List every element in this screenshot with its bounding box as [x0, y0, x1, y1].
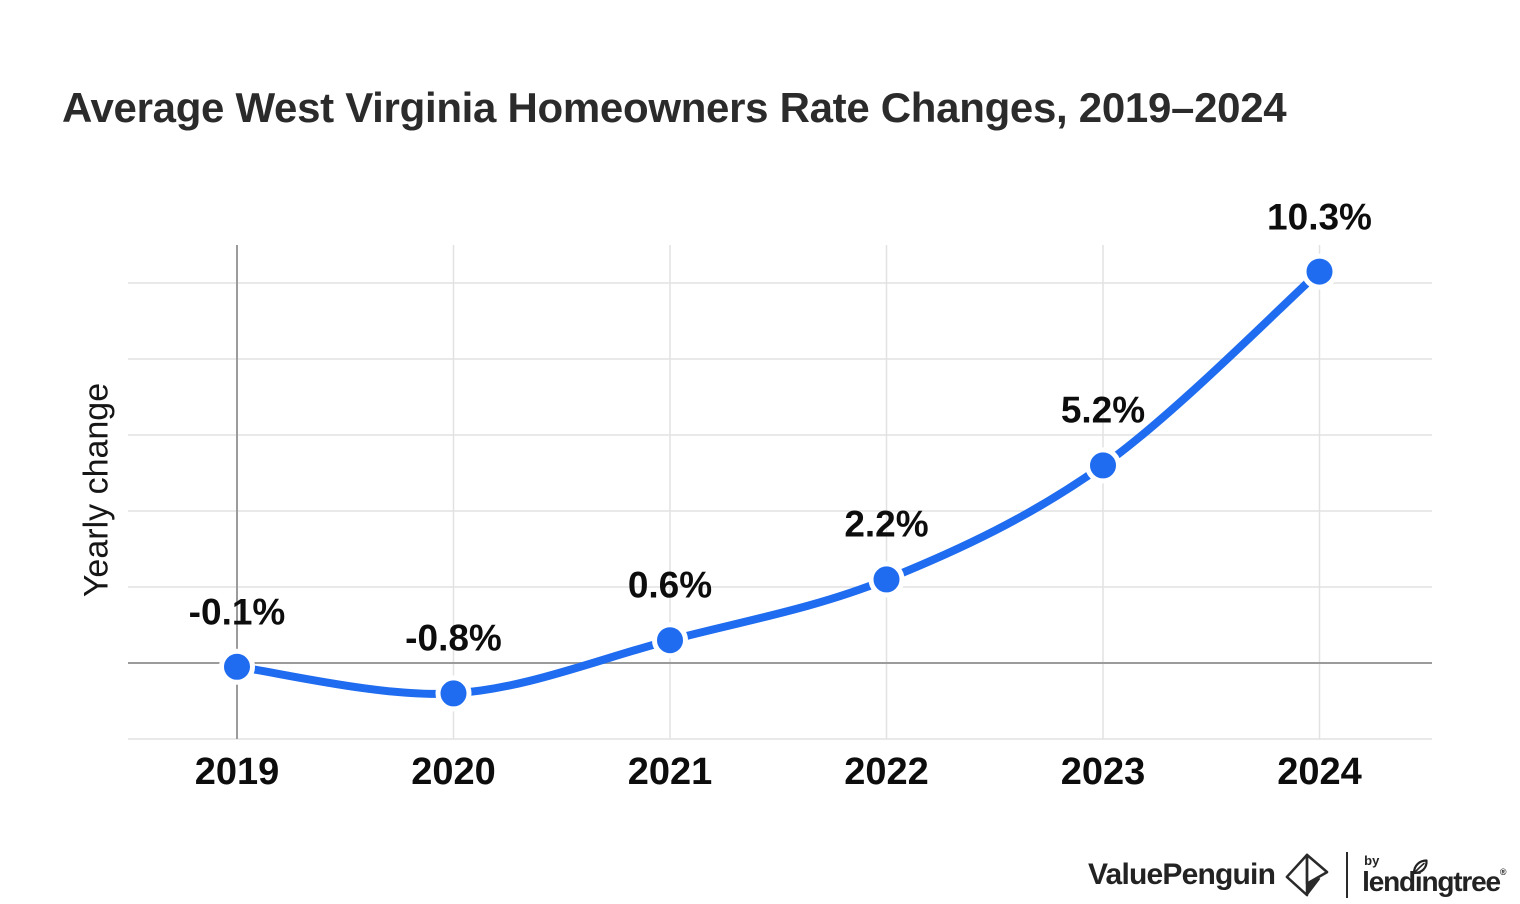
x-axis-label: 2020 [411, 751, 496, 793]
x-axis-label: 2021 [627, 751, 713, 793]
data-label: -0.8% [405, 617, 502, 659]
lendingtree-logo: by lendingtree® [1362, 854, 1506, 896]
leaf-icon [1413, 859, 1428, 875]
x-axis-label: 2024 [1277, 751, 1362, 793]
data-point [868, 561, 905, 598]
data-label: 2.2% [844, 503, 929, 545]
x-axis-label: 2023 [1060, 751, 1146, 793]
data-label: 5.2% [1060, 389, 1146, 431]
data-label: 0.6% [627, 564, 713, 606]
penguin-logo-icon [1285, 853, 1329, 897]
data-point [1085, 447, 1121, 484]
chart-title: Average West Virginia Homeowners Rate Ch… [62, 84, 1287, 131]
registered-mark: ® [1499, 867, 1507, 877]
data-point [652, 622, 688, 659]
data-point [1301, 253, 1338, 290]
data-point [435, 675, 472, 712]
data-label: -0.1% [188, 591, 286, 633]
x-axis-label: 2019 [194, 751, 280, 793]
footer-divider [1346, 852, 1349, 898]
valuepenguin-wordmark: ValuePenguin [1088, 858, 1276, 891]
series-line [233, 267, 1324, 698]
data-point [219, 648, 255, 685]
data-label: 10.3% [1267, 195, 1372, 237]
x-axis-label: 2022 [844, 751, 929, 793]
brand-footer: ValuePenguin by lendingtree® [1088, 850, 1506, 900]
by-label: by [1364, 853, 1380, 868]
lendingtree-wordmark: lendingtree [1362, 866, 1501, 897]
